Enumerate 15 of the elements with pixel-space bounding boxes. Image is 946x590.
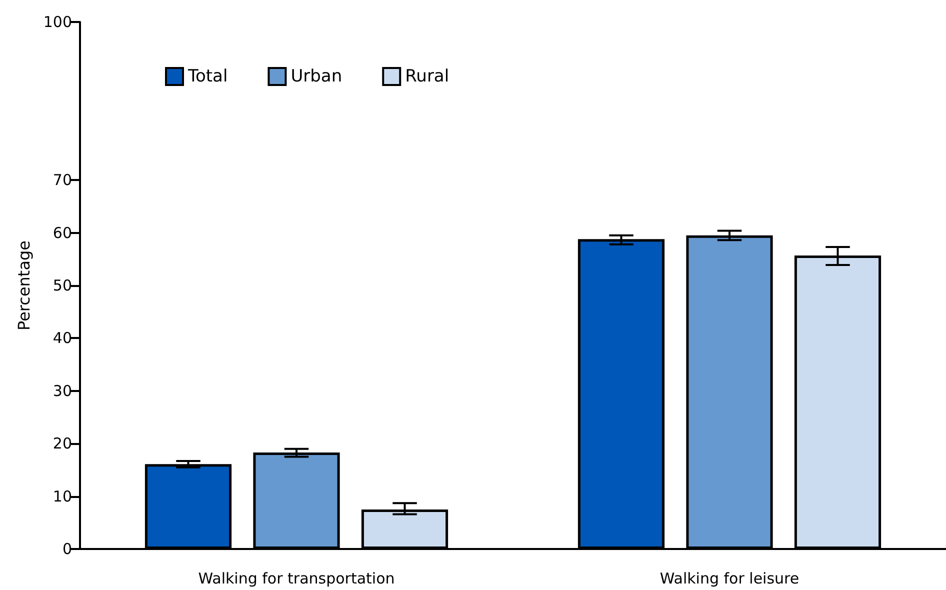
legend-label: Rural <box>405 66 450 86</box>
y-tick-label: 10 <box>52 487 72 506</box>
x-tick-label: Walking for leisure <box>660 570 800 588</box>
y-tick-label: 20 <box>52 434 72 453</box>
x-tick-label: Walking for transportation <box>198 570 395 588</box>
y-tick-label: 50 <box>52 276 72 294</box>
legend-label: Urban <box>290 66 342 86</box>
y-tick-label: 0 <box>62 540 72 558</box>
y-tick-label: 60 <box>52 224 72 242</box>
y-tick-label: 40 <box>52 329 72 348</box>
legend-label: Total <box>187 66 228 86</box>
y-tick-label: 100 <box>43 13 72 31</box>
y-tick-label: 30 <box>52 382 72 400</box>
y-axis-title: Percentage <box>14 240 34 331</box>
y-tick-label: 70 <box>52 171 72 190</box>
